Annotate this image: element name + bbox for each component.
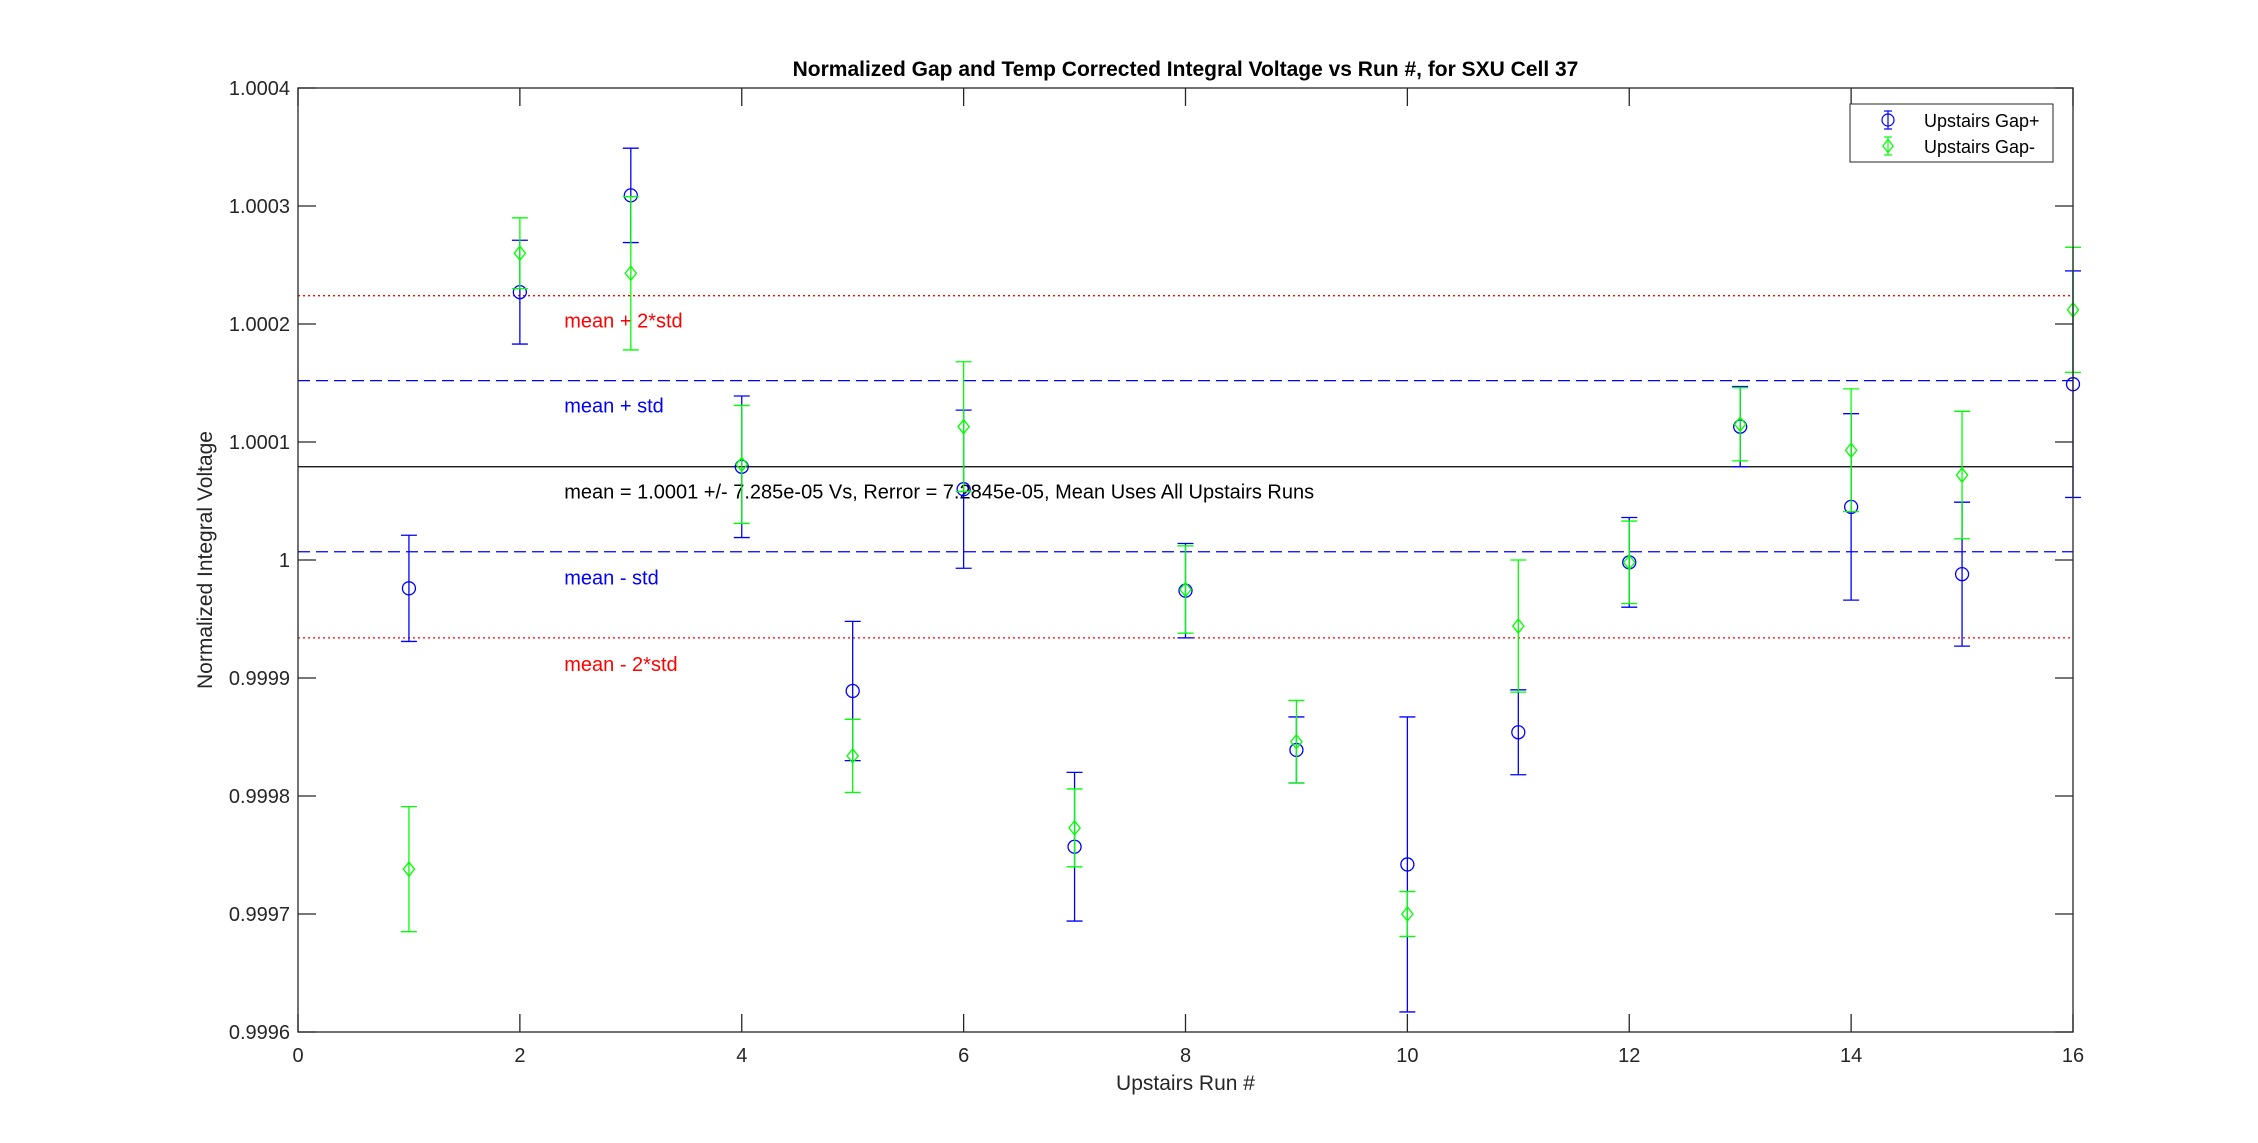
y-tick-label: 0.9998	[229, 786, 290, 808]
data-point	[1622, 554, 1636, 571]
data-point	[1955, 466, 1969, 484]
data-point	[1179, 581, 1192, 598]
y-tick-label: 0.9999	[229, 668, 290, 690]
reference-lines: mean + 2*std mean + std mean = 1.0001 +/- …	[298, 295, 2073, 676]
data-point	[1290, 733, 1303, 750]
legend: Upstairs Gap+ Upstairs Gap-	[1849, 103, 2054, 163]
legend-label: Upstairs Gap+	[1924, 111, 2040, 131]
y-tick-label: 1	[279, 550, 290, 572]
data-point	[1400, 857, 1415, 872]
data-point	[401, 581, 417, 596]
reference-line-label: mean - 2*std	[564, 654, 677, 676]
legend-label: Upstairs Gap-	[1924, 137, 2035, 157]
data-point	[624, 265, 638, 282]
data-point	[735, 456, 749, 473]
y-axis-label: Normalized Integral Voltage	[194, 431, 217, 689]
reference-line-label: mean = 1.0001 +/- 7.285e-05 Vs, Rerror =…	[564, 482, 1314, 504]
data-point	[1511, 725, 1526, 740]
chart-title: Normalized Gap and Temp Corrected Integr…	[793, 58, 1579, 81]
x-tick-label: 14	[1840, 1045, 1862, 1067]
data-point	[957, 418, 971, 435]
y-tick-label: 1.0003	[229, 196, 290, 218]
data-point	[846, 747, 860, 764]
y-tick-label: 0.9996	[229, 1022, 290, 1044]
x-tick-label: 12	[1618, 1045, 1640, 1067]
legend-box	[1849, 103, 2054, 163]
reference-line-label: mean + 2*std	[564, 310, 682, 332]
x-tick-label: 10	[1396, 1045, 1418, 1067]
x-tick-label: 6	[958, 1045, 969, 1067]
legend-marker	[1881, 113, 1895, 127]
x-axis-label: Upstairs Run #	[1116, 1072, 1255, 1095]
reference-line-label: mean - std	[564, 568, 658, 590]
x-tick-label: 8	[1180, 1045, 1191, 1067]
x-tick-label: 4	[736, 1045, 747, 1067]
data-point	[1511, 618, 1525, 635]
data-point	[1844, 442, 1858, 459]
y-tick-label: 1.0004	[229, 78, 290, 100]
y-tick-label: 1.0001	[229, 432, 290, 454]
axis-ticks: 0 2 4 6 8 10 12 14 16 0.9996 0.9997 0.9998 0.9999 1 1.…	[229, 78, 2084, 1067]
data-point	[1068, 819, 1081, 836]
x-tick-label: 2	[514, 1045, 525, 1067]
data-point	[402, 861, 416, 878]
data-point	[845, 683, 860, 699]
y-tick-label: 1.0002	[229, 314, 290, 336]
x-tick-label: 0	[292, 1045, 303, 1067]
y-tick-label: 0.9997	[229, 904, 290, 926]
data-point	[513, 245, 527, 262]
data-point	[1733, 416, 1747, 433]
legend-marker	[1882, 138, 1894, 154]
reference-line-label: mean + std	[564, 395, 664, 417]
data-point	[1954, 567, 1970, 582]
data-point	[1400, 905, 1414, 923]
x-tick-label: 16	[2062, 1045, 2084, 1067]
